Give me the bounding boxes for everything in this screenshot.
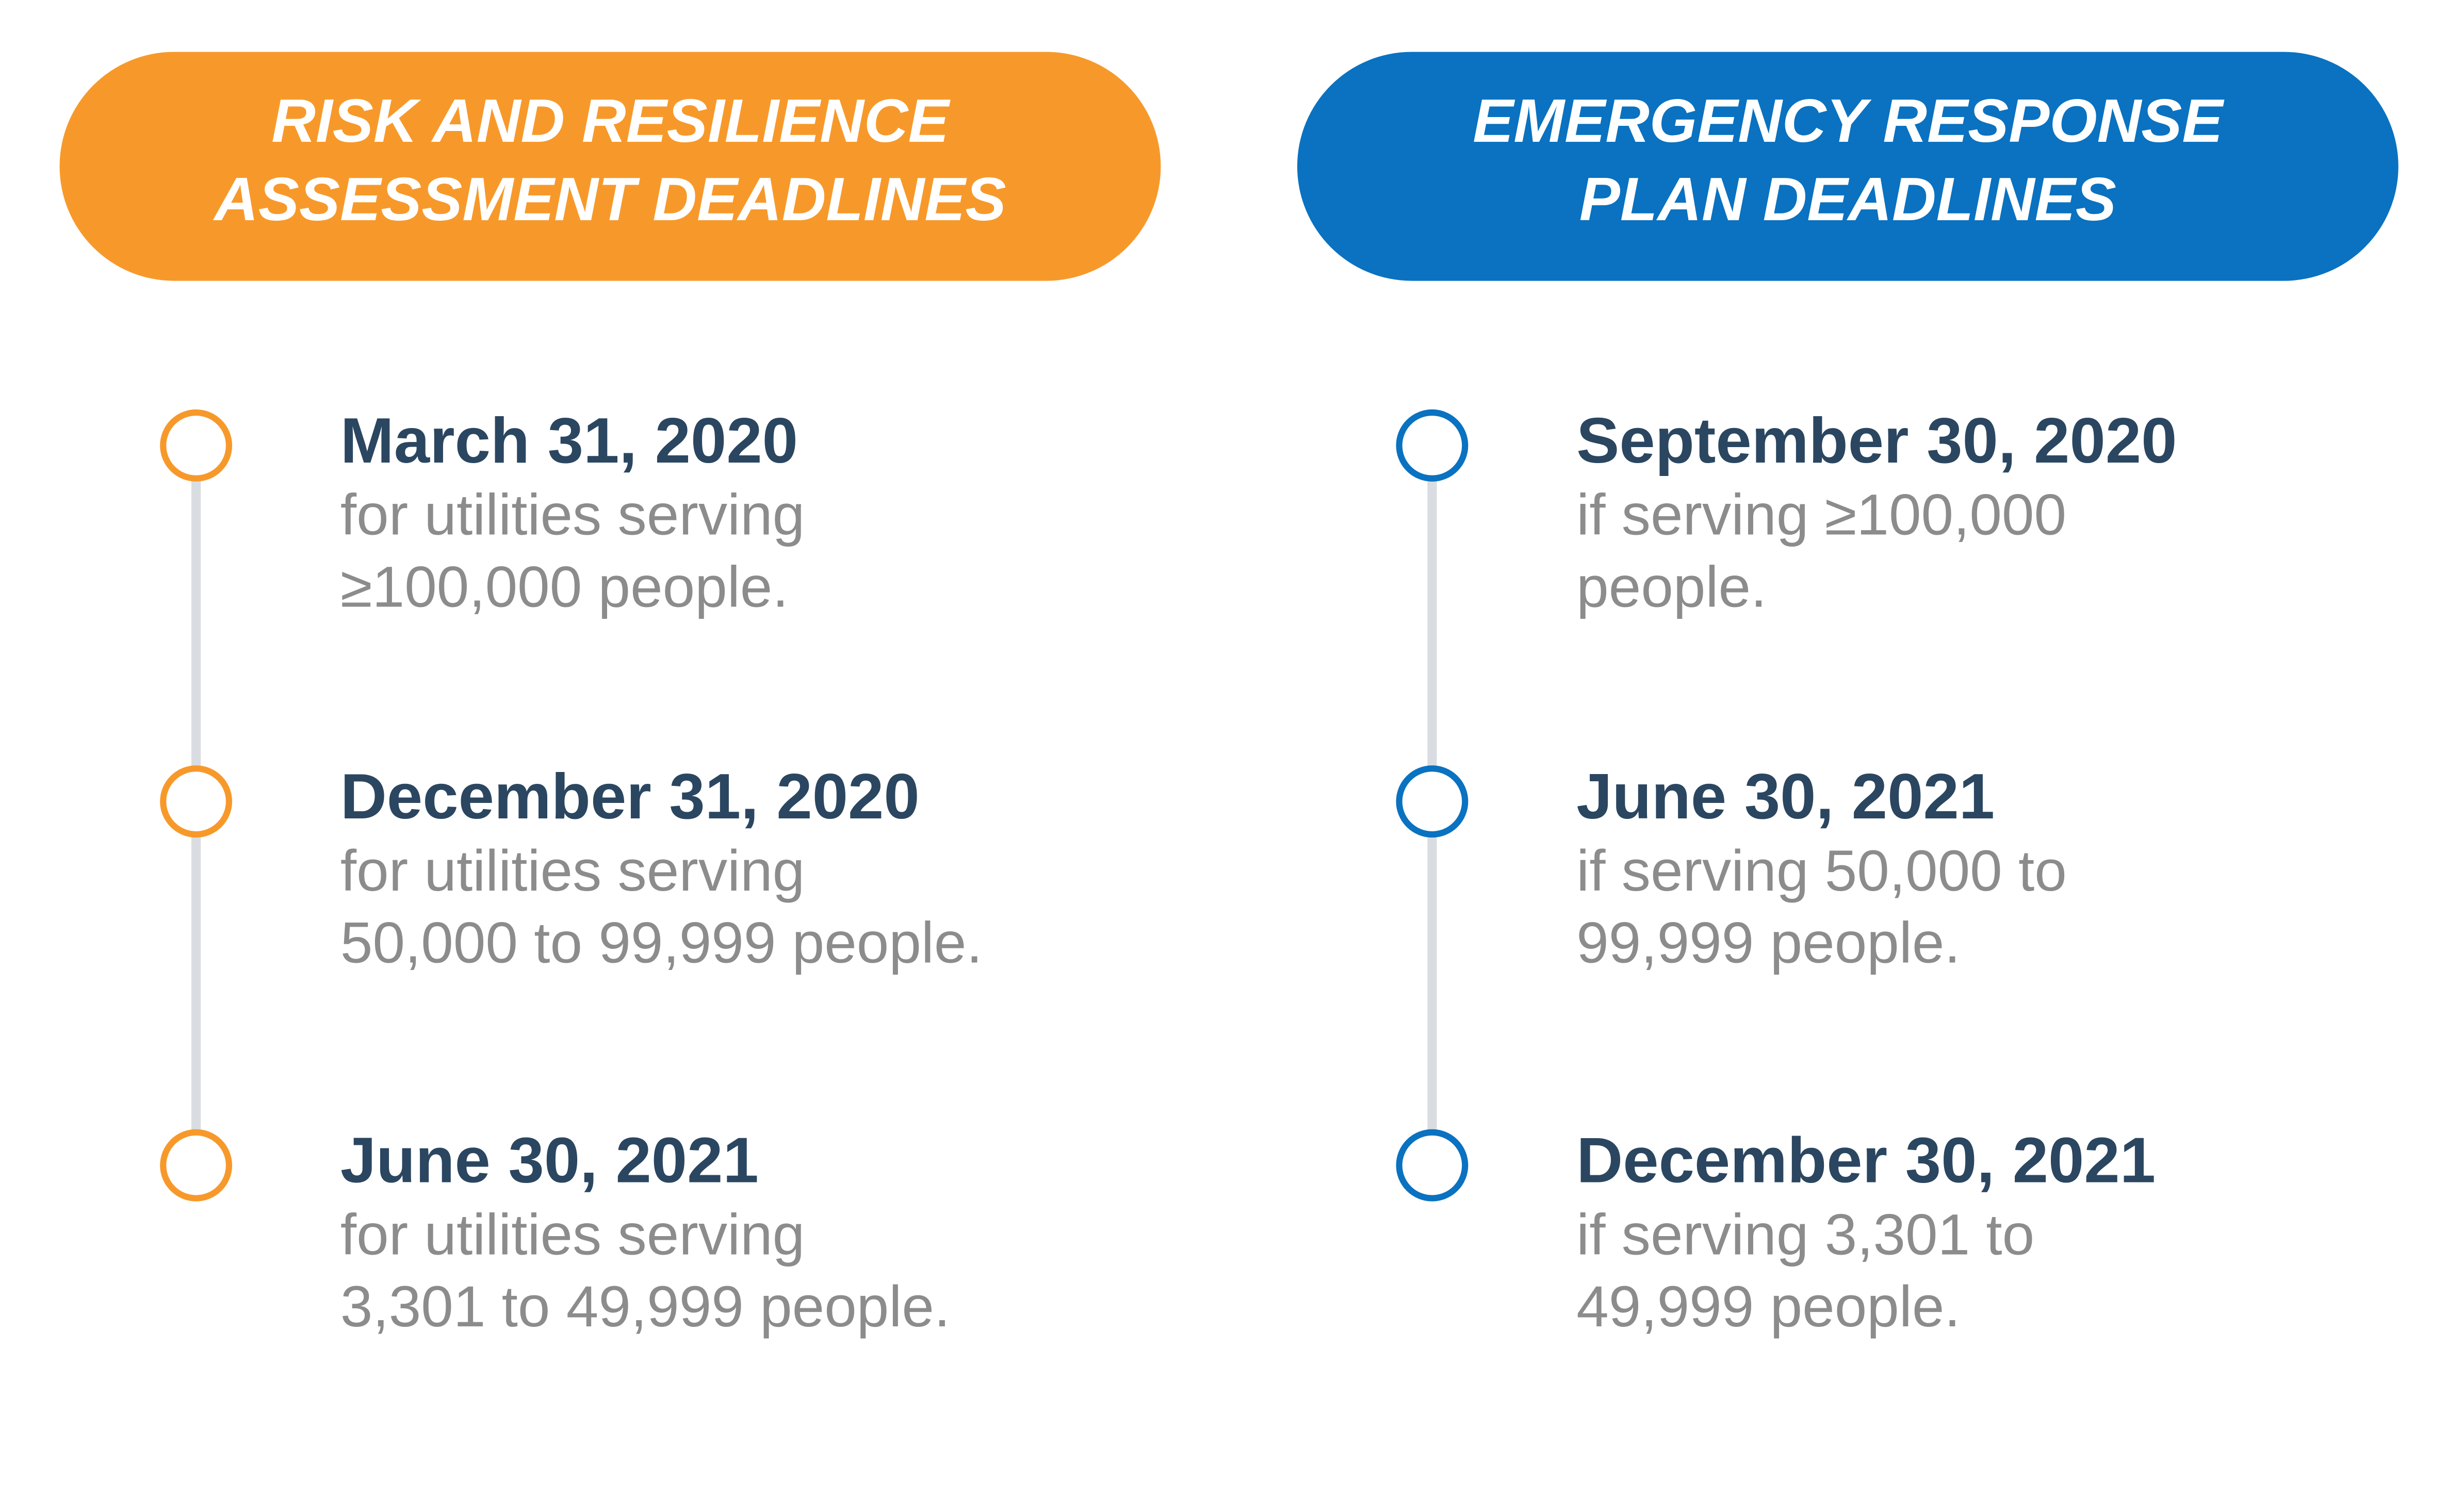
deadline-description: 50,000 to 99,999 people. xyxy=(340,910,983,975)
deadline-description: people. xyxy=(1576,554,1767,619)
deadline-description: if serving ≥100,000 xyxy=(1576,482,2066,547)
deadline-description: for utilities serving xyxy=(340,482,805,547)
column-title: EMERGENCY RESPONSE xyxy=(1473,87,2225,155)
timeline-dot xyxy=(1396,409,1469,482)
deadline-description: for utilities serving xyxy=(340,1202,805,1267)
deadline-description: for utilities serving xyxy=(340,838,805,903)
timeline-dot xyxy=(160,409,233,482)
deadline-date: December 31, 2020 xyxy=(340,761,920,832)
deadline-description: if serving 3,301 to xyxy=(1576,1202,2034,1267)
deadline-date: June 30, 2021 xyxy=(340,1125,759,1196)
timeline-dot xyxy=(1396,1129,1469,1202)
timeline-dot xyxy=(1396,765,1469,838)
column-title: ASSESSMENT DEADLINES xyxy=(213,166,1006,234)
deadline-description: if serving 50,000 to xyxy=(1576,838,2067,903)
timeline-dot xyxy=(160,765,233,838)
timeline-dot xyxy=(160,1129,233,1202)
title-pill xyxy=(59,52,1161,281)
deadline-description: ≥100,000 people. xyxy=(340,554,789,619)
deadline-date: September 30, 2020 xyxy=(1576,405,2177,476)
column-title: RISK AND RESILIENCE xyxy=(271,87,951,155)
deadline-description: 99,999 people. xyxy=(1576,910,1960,975)
deadline-date: March 31, 2020 xyxy=(340,405,798,476)
deadline-date: June 30, 2021 xyxy=(1576,761,1995,832)
title-pill xyxy=(1297,52,2399,281)
deadline-description: 3,301 to 49,999 people. xyxy=(340,1274,950,1339)
deadline-date: December 30, 2021 xyxy=(1576,1125,2156,1196)
deadline-description: 49,999 people. xyxy=(1576,1274,1960,1339)
column-title: PLAN DEADLINES xyxy=(1579,166,2116,234)
